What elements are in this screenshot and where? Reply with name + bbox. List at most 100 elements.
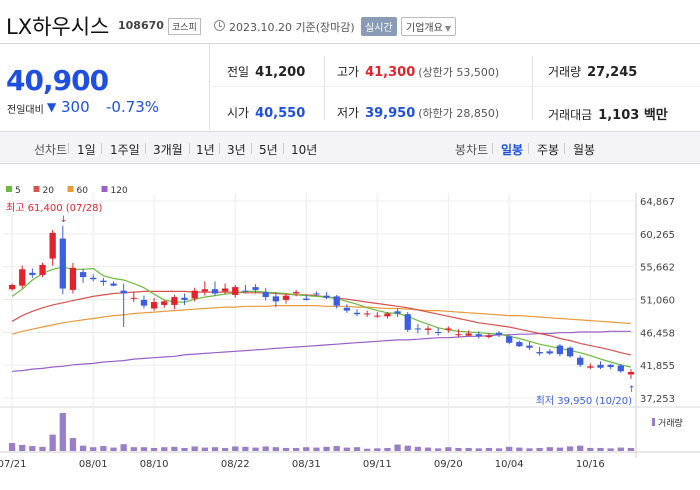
base-date: 2023.10.20 기준(장마감) xyxy=(229,21,355,34)
volume-bar xyxy=(475,448,482,451)
legend-label: 60 xyxy=(77,186,89,196)
volume-bar xyxy=(211,447,219,451)
line-chart-label[interactable]: 선차트 xyxy=(34,143,68,157)
volume-legend-label: 거래량 xyxy=(658,417,683,429)
y-tick-label: 37,253 xyxy=(640,394,675,405)
candle xyxy=(29,272,36,275)
candle xyxy=(323,295,330,298)
candle xyxy=(191,290,198,299)
volume-bar xyxy=(577,445,584,451)
divider xyxy=(68,143,69,154)
stat-label: 고가 xyxy=(337,65,360,79)
legend-swatch xyxy=(6,186,12,192)
volume-bar xyxy=(282,447,290,451)
candle xyxy=(59,238,66,289)
volume-bar xyxy=(201,447,208,451)
candle-weekly[interactable]: 주봉 xyxy=(537,143,560,157)
volume-bar xyxy=(566,446,574,451)
volume-bar xyxy=(617,447,624,451)
company-overview-label: 기업개요 xyxy=(406,23,443,34)
candle xyxy=(424,328,432,330)
candle xyxy=(211,289,219,294)
period-10y[interactable]: 10년 xyxy=(291,143,318,157)
candle xyxy=(100,280,107,283)
x-tick-label: 10/04 xyxy=(495,459,524,470)
volume-bar xyxy=(292,447,300,451)
realtime-button[interactable]: 실시간 xyxy=(361,17,397,36)
period-3m[interactable]: 3개월 xyxy=(153,143,183,157)
candle xyxy=(353,312,361,315)
legend-label: 5 xyxy=(15,186,21,196)
period-1w[interactable]: 1주일 xyxy=(110,143,140,157)
candle xyxy=(49,232,56,259)
stat-label: 시가 xyxy=(227,106,250,120)
volume-bar xyxy=(90,447,97,451)
volume-bar xyxy=(59,413,66,451)
volume-bar xyxy=(252,447,259,451)
volume-bar xyxy=(374,448,381,451)
period-bar: 선차트 1일 1주일 3개월 1년 3년 5년 10년 봉차트 일봉 주봉 월봉 xyxy=(0,131,700,164)
divider xyxy=(564,143,565,154)
volume-bar xyxy=(120,444,127,451)
divider xyxy=(528,143,529,154)
stat-value: 40,550 xyxy=(255,106,306,121)
volume-bar xyxy=(100,446,107,451)
period-1d[interactable]: 1일 xyxy=(77,143,96,157)
candle xyxy=(313,293,320,295)
volume-bar xyxy=(495,448,503,451)
company-overview-button[interactable]: 기업개요 ▼ xyxy=(401,17,456,36)
divider xyxy=(189,143,190,154)
candle xyxy=(333,296,340,306)
stat-label: 전일 xyxy=(227,65,250,79)
candle xyxy=(607,364,614,367)
stat-sub: (하한가 28,850) xyxy=(418,107,500,120)
candle xyxy=(587,366,594,368)
max-arrow-icon: ↓ xyxy=(60,215,68,225)
divider xyxy=(532,56,533,120)
candle xyxy=(364,313,371,315)
legend-swatch xyxy=(101,186,108,192)
ma120-line xyxy=(12,330,631,372)
candle xyxy=(242,290,249,292)
volume-bar xyxy=(303,447,310,451)
volume-bar xyxy=(79,445,87,451)
candle xyxy=(414,328,422,330)
candle-daily[interactable]: 일봉 xyxy=(501,143,524,157)
divider xyxy=(251,143,252,154)
max-price-label: 최고 61,400 (07/28) xyxy=(6,202,102,214)
volume-bar xyxy=(333,446,340,451)
candle xyxy=(130,297,137,299)
chevron-down-icon: ▼ xyxy=(444,24,451,33)
candle xyxy=(394,311,401,314)
volume-bar xyxy=(242,446,249,451)
volume-bar xyxy=(465,447,472,451)
candle-monthly[interactable]: 월봉 xyxy=(573,143,596,157)
price-chart[interactable]: 64,867 60,265 55,662 51,060 46,458 41,855 37,2… xyxy=(0,165,700,490)
volume-bar xyxy=(384,447,391,451)
change-value: 300 xyxy=(61,98,90,116)
candle xyxy=(262,292,269,298)
candle xyxy=(485,335,493,338)
volume-bar xyxy=(130,447,137,451)
volume-bar xyxy=(536,447,543,451)
candle xyxy=(120,290,127,294)
volume-bar xyxy=(485,447,493,451)
candle xyxy=(597,364,604,368)
candle xyxy=(445,328,452,330)
volume-bar xyxy=(49,434,56,451)
candle xyxy=(556,345,564,355)
stock-name[interactable]: LX하우시스 xyxy=(6,15,110,39)
period-5y[interactable]: 5년 xyxy=(259,143,278,157)
candle xyxy=(19,269,26,286)
period-1y[interactable]: 1년 xyxy=(196,143,215,157)
candle xyxy=(110,283,117,286)
volume-bar xyxy=(394,444,401,451)
candle-chart-label[interactable]: 봉차트 xyxy=(455,143,489,157)
stat-prev: 전일 41,200 xyxy=(227,63,305,80)
current-price: 40,900 xyxy=(6,64,109,97)
period-3y[interactable]: 3년 xyxy=(227,143,246,157)
candle xyxy=(384,313,391,317)
candle xyxy=(221,288,229,292)
stat-label: 저가 xyxy=(337,106,360,120)
volume-bar xyxy=(364,448,371,451)
